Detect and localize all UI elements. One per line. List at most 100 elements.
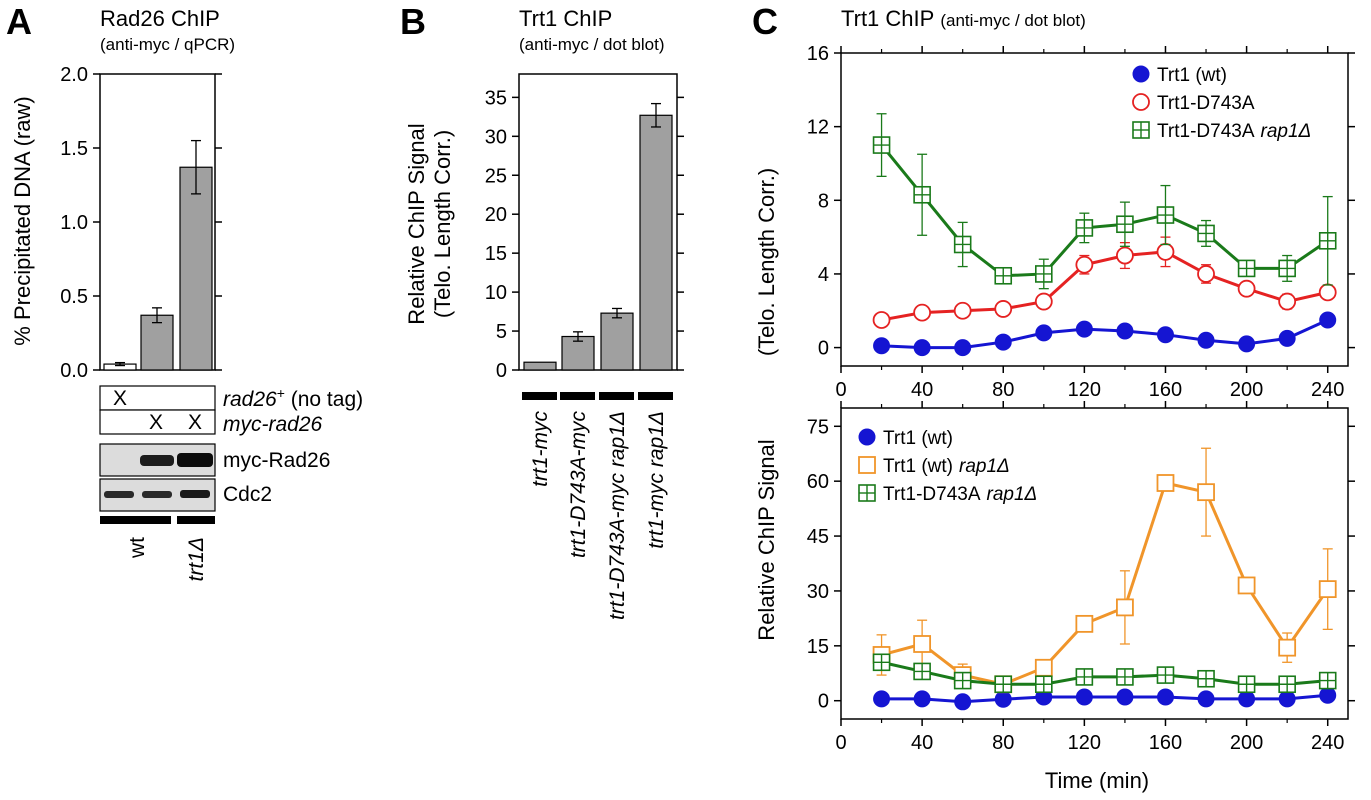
- mark-r2-c2: X: [149, 411, 163, 434]
- point-2-11: [1318, 232, 1337, 250]
- point-1-8: [1197, 483, 1215, 502]
- point-0-9: [1238, 335, 1256, 353]
- x-tick-label-0: 0: [835, 379, 846, 401]
- point-0-7: [1156, 688, 1174, 706]
- y-tick-label-2: 30: [807, 581, 829, 603]
- point-1-7: [1156, 474, 1175, 492]
- panel-c-ylabel-correction: (Telo. Length Corr.): [754, 168, 779, 356]
- y-tick-label-3: 45: [807, 526, 829, 548]
- blot-band-cdc2-1: [104, 491, 134, 498]
- point-2-9: [1237, 675, 1256, 694]
- category-label-0: trt1-myc: [529, 411, 552, 487]
- point-1-5: [1075, 614, 1094, 633]
- point-2-10: [1278, 675, 1296, 694]
- y-tick-label-2: 8: [818, 190, 829, 212]
- series-trt1-wt: [873, 686, 1337, 711]
- point-2-9: [1237, 259, 1256, 278]
- series-trt1-d743a: [872, 236, 1337, 329]
- panel-b-ylabel-line2: (Telo. Length Corr.): [430, 130, 455, 318]
- point-0-10: [1278, 329, 1296, 347]
- panel-a-bars: [103, 139, 213, 371]
- blot-label-myc-rad26: myc-Rad26: [223, 449, 330, 472]
- x-tick-label-2: 80: [992, 732, 1014, 754]
- category-label-2: trt1-D743A-myc rap1Δ: [606, 411, 629, 620]
- point-0-2: [954, 693, 972, 711]
- point-0-2: [954, 339, 972, 357]
- point-2-1: [913, 185, 931, 204]
- panel-a-western-blots: myc-Rad26 Cdc2: [99, 443, 330, 512]
- row-label-rad26-plus: rad26+ (no tag): [223, 385, 363, 411]
- blot-band-cdc2-2: [142, 491, 172, 498]
- y-tick-label-4: 2.0: [60, 64, 88, 86]
- panel-b-title: Trt1 ChIP: [519, 6, 612, 31]
- y-tick-label-4: 20: [485, 204, 507, 226]
- panel-b-subtitle: (anti-myc / dot blot): [519, 35, 665, 54]
- series-line-0: [881, 318, 1329, 350]
- y-tick-label-0: 0: [818, 691, 829, 713]
- mark-r1-c1: X: [113, 387, 127, 410]
- bar-trt1-myc: [523, 361, 557, 371]
- series-trt1-d743a-rap1: [872, 653, 1337, 694]
- panel-c-top-series: [872, 113, 1337, 357]
- panel-c-bottom-axes: 0 15 30 45 60 75 0 40 80 120 160 200 240: [807, 401, 1355, 754]
- bar-1: [140, 314, 174, 371]
- genotype-label-wt: wt: [126, 537, 149, 559]
- panel-a-y-axis: 0.0 0.5 1.0 1.5 2.0: [60, 64, 222, 382]
- category-label-1: trt1-D743A-myc: [567, 411, 590, 559]
- legend-marker-0: [1132, 65, 1150, 83]
- series-line-1: [881, 250, 1329, 322]
- series-line-0: [881, 693, 1328, 704]
- point-2-10: [1278, 259, 1296, 278]
- y-tick-label-3: 15: [485, 243, 507, 265]
- point-1-8: [1197, 265, 1215, 283]
- blot-label-cdc2: Cdc2: [223, 483, 272, 506]
- point-0-5: [1075, 320, 1093, 338]
- point-0-4: [1035, 324, 1053, 342]
- point-0-8: [1197, 331, 1215, 349]
- point-0-1: [913, 690, 931, 708]
- point-1-10: [1278, 292, 1297, 311]
- y-tick-label-3: 1.5: [60, 138, 88, 160]
- point-2-4: [1035, 265, 1053, 283]
- point-0-7: [1156, 326, 1174, 344]
- y-tick-label-2: 10: [485, 282, 507, 304]
- point-1-6: [1116, 246, 1134, 265]
- point-1-0: [872, 311, 891, 329]
- legend-name-0: Trt1 (wt): [883, 428, 953, 449]
- point-0-8: [1197, 690, 1215, 708]
- category-bar-2: [599, 392, 634, 400]
- x-tick-label-6: 240: [1311, 379, 1344, 401]
- row-box-myc-rad26: [99, 409, 216, 435]
- legend-name-0: Trt1 (wt): [1157, 65, 1227, 86]
- legend-marker-1: [858, 456, 876, 474]
- y-tick-label-1: 5: [496, 321, 507, 343]
- point-1-1: [913, 303, 932, 322]
- x-tick-label-2: 80: [992, 379, 1014, 401]
- y-tick-label-5: 75: [807, 416, 829, 438]
- y-tick-label-4: 60: [807, 471, 829, 493]
- point-2-8: [1197, 669, 1215, 688]
- legend-label-0: Trt1 (wt): [1157, 65, 1227, 86]
- x-tick-label-6: 240: [1311, 732, 1344, 754]
- point-2-5: [1075, 219, 1094, 237]
- point-2-7: [1156, 206, 1175, 224]
- panel-c-ylabel: Relative ChIP Signal: [754, 439, 779, 640]
- legend-name-1: Trt1-D743A: [1157, 93, 1255, 114]
- y-tick-label-4: 16: [807, 43, 829, 65]
- point-0-5: [1075, 688, 1093, 706]
- point-2-4: [1035, 675, 1053, 694]
- legend-label-0: Trt1 (wt): [883, 428, 953, 449]
- x-tick-label-3: 120: [1068, 379, 1101, 401]
- series-trt1-d743a-rap1: [872, 113, 1337, 290]
- point-2-1: [913, 662, 931, 681]
- point-2-6: [1116, 215, 1134, 234]
- point-1-9: [1237, 576, 1256, 595]
- legend-marker-2: [858, 484, 876, 502]
- point-1-5: [1075, 255, 1094, 274]
- point-2-0: [872, 136, 891, 154]
- x-tick-label-4: 160: [1149, 732, 1182, 754]
- point-2-8: [1197, 224, 1215, 243]
- y-tick-label-0: 0.0: [60, 360, 88, 382]
